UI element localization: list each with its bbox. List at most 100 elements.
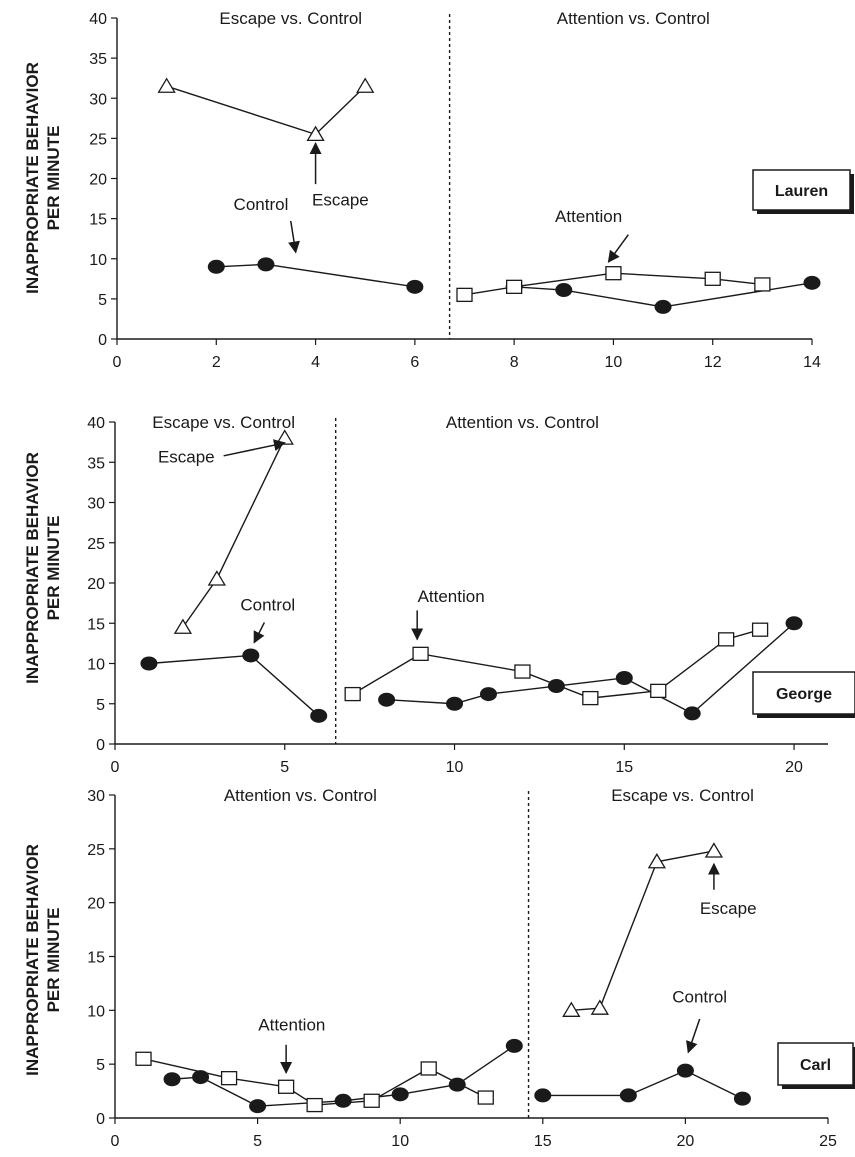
y-tick-label: 0 [96,1111,105,1128]
data-point [249,1099,267,1114]
data-point [135,1051,152,1066]
x-tick-label: 0 [113,354,122,371]
data-point [751,622,769,637]
y-tick-label: 25 [87,842,105,859]
data-point [192,1070,210,1085]
y-tick-label: 35 [87,455,105,472]
data-point [207,570,226,586]
y-tick-label: 30 [87,496,105,513]
name-box [752,671,855,715]
data-point [505,279,523,294]
data-point [647,852,667,869]
data-point [220,1071,238,1086]
annotation-label: Control [234,195,289,214]
series-control [163,1038,751,1114]
x-tick-label: 10 [605,354,623,371]
data-point [446,696,464,711]
annotation-label: Attention [555,207,622,226]
series-line [542,1069,743,1100]
data-point [704,271,721,286]
data-point [334,1093,352,1108]
data-point [310,708,328,723]
x-tick-label: 10 [391,1133,409,1150]
annotation-arrow [288,220,300,254]
y-tick-label: 5 [96,697,105,714]
participant-name: Lauren [775,183,828,200]
series-line [571,850,715,1012]
data-point [207,259,225,274]
y-axis-label-line1: INAPPROPRIATE BEHAVIOR [23,844,42,1076]
phase-label: Attention vs. Control [446,413,599,432]
data-point [619,1088,637,1103]
y-axis-label-line1: INAPPROPRIATE BEHAVIOR [23,452,42,684]
y-tick-label: 30 [89,91,107,108]
series-line [216,263,415,288]
name-box [777,1042,854,1086]
data-point [717,632,735,647]
y-tick-label: 20 [87,576,105,593]
y-tick-label: 10 [87,657,105,674]
annotation-arrow [223,439,286,457]
series-control [140,616,803,723]
x-tick-label: 12 [704,354,722,371]
x-tick-label: 15 [615,759,633,776]
data-point [676,1063,694,1078]
data-point [477,1090,494,1105]
x-tick-label: 5 [280,759,289,776]
series-escape [157,77,375,142]
x-tick-label: 6 [410,354,419,371]
data-point [306,125,325,142]
y-tick-label: 15 [87,616,105,633]
y-tick-label: 20 [87,896,105,913]
series-attention [135,1051,494,1113]
phase-label: Escape vs. Control [611,786,754,805]
y-axis-label-line2: PER MINUTE [44,516,63,621]
x-tick-label: 0 [111,1133,120,1150]
phase-label: Attention vs. Control [557,9,710,28]
data-point [257,257,275,272]
y-tick-label: 10 [87,1003,105,1020]
annotation-label: Attention [258,1015,325,1034]
data-point [683,706,701,721]
phase-label: Escape vs. Control [219,9,362,28]
annotation-label: Attention [418,587,485,606]
series-attention [344,622,769,706]
chart-panel-carl: 0 5 10 15 20 25 30 0 5 10 15 20 25 Attention vs. Cont… [23,786,855,1150]
x-tick-label: 2 [212,354,221,371]
data-point [406,279,424,294]
annotation-label: Control [240,596,295,615]
data-point [803,275,821,290]
series-escape [173,429,294,634]
x-tick-label: 15 [534,1133,552,1150]
data-point [562,1001,581,1017]
data-point [356,77,375,93]
panels: 0 5 10 15 20 25 30 35 40 0 2 4 6 8 10 12 14 Escape vs. Co… [23,9,855,1150]
data-point [605,266,622,281]
y-tick-label: 5 [96,1057,105,1074]
x-tick-label: 0 [111,759,120,776]
y-tick-label: 40 [87,415,105,432]
data-point [275,429,294,445]
data-point [363,1093,380,1108]
data-point [306,1097,323,1113]
y-tick-label: 20 [89,172,107,189]
series-line [166,85,366,136]
series-escape [562,842,724,1017]
chart-panel-lauren: 0 5 10 15 20 25 30 35 40 0 2 4 6 8 10 12 14 Escape vs. Co… [23,9,854,371]
data-point [344,686,361,702]
y-axis-label-line2: PER MINUTE [44,908,63,1013]
x-tick-label: 20 [677,1133,695,1150]
y-tick-label: 25 [87,536,105,553]
data-point [547,679,565,694]
y-tick-label: 30 [87,788,105,805]
data-point [704,842,724,858]
annotation-label: Escape [700,899,757,918]
annotation-arrow [686,1018,701,1054]
annotation-label: Escape [158,448,215,467]
x-tick-label: 20 [785,759,803,776]
y-tick-label: 35 [89,51,107,68]
y-axis-label-line2: PER MINUTE [44,126,63,231]
y-tick-label: 5 [98,292,107,309]
annotation-label: Control [672,987,727,1006]
